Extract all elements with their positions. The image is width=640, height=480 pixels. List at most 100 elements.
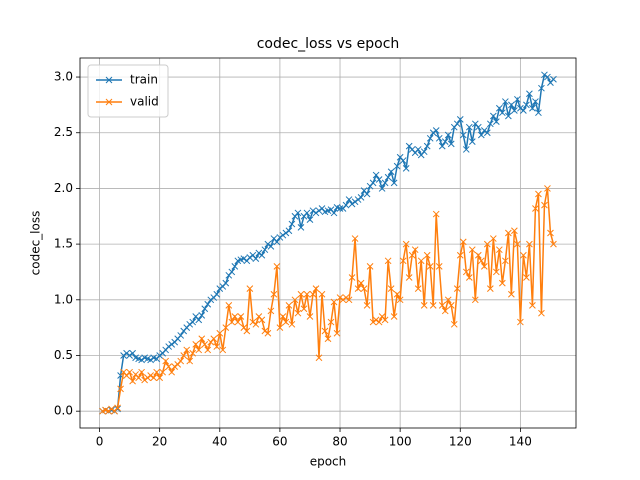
marker xyxy=(303,290,311,298)
marker xyxy=(180,352,188,359)
marker xyxy=(453,120,461,128)
marker xyxy=(246,285,254,293)
marker xyxy=(252,320,260,328)
x-axis-label: epoch xyxy=(310,455,347,469)
marker xyxy=(189,349,197,357)
marker xyxy=(315,207,323,215)
marker xyxy=(129,377,136,385)
marker xyxy=(517,318,524,326)
marker xyxy=(177,332,185,339)
marker xyxy=(390,179,398,187)
marker xyxy=(432,127,440,134)
marker xyxy=(502,98,509,105)
marker xyxy=(520,107,527,114)
marker xyxy=(502,257,509,265)
marker xyxy=(372,316,380,324)
marker xyxy=(108,405,115,413)
y-tick-label: 1.5 xyxy=(54,237,73,251)
marker xyxy=(414,285,422,293)
marker xyxy=(129,349,136,357)
marker xyxy=(255,249,263,257)
marker xyxy=(333,329,341,337)
marker xyxy=(264,329,272,337)
marker xyxy=(402,240,410,248)
marker xyxy=(327,318,335,326)
marker xyxy=(201,305,209,313)
marker xyxy=(195,316,203,324)
marker xyxy=(477,257,485,265)
marker xyxy=(474,123,482,131)
marker xyxy=(514,95,521,103)
marker xyxy=(429,302,437,309)
marker xyxy=(204,346,212,354)
marker xyxy=(495,104,503,112)
marker xyxy=(339,296,347,304)
marker xyxy=(402,165,410,172)
marker xyxy=(252,255,260,262)
marker xyxy=(309,290,317,298)
marker xyxy=(159,368,167,376)
x-tick-label: 0 xyxy=(96,435,104,449)
marker xyxy=(384,257,392,265)
y-tick-label: 0.0 xyxy=(54,404,73,418)
marker xyxy=(354,196,362,203)
marker xyxy=(432,210,440,218)
marker xyxy=(468,246,476,254)
marker xyxy=(126,352,133,359)
marker xyxy=(216,285,224,293)
marker xyxy=(429,129,437,137)
marker xyxy=(535,109,542,117)
marker xyxy=(547,229,554,237)
marker xyxy=(306,216,314,223)
marker xyxy=(511,107,518,114)
marker xyxy=(366,263,374,270)
marker xyxy=(369,179,377,187)
marker xyxy=(201,341,209,348)
marker xyxy=(544,185,551,192)
legend-box xyxy=(87,64,169,118)
marker xyxy=(336,205,344,212)
marker xyxy=(204,300,212,308)
marker xyxy=(195,346,203,354)
marker xyxy=(330,298,338,306)
marker xyxy=(423,142,431,150)
marker xyxy=(249,318,257,326)
marker xyxy=(105,407,112,415)
marker xyxy=(384,173,392,181)
marker xyxy=(396,296,404,304)
marker xyxy=(447,302,455,309)
marker xyxy=(354,285,362,293)
marker xyxy=(279,313,287,320)
marker xyxy=(300,305,308,313)
marker xyxy=(192,341,200,348)
x-tick-label: 20 xyxy=(152,435,167,449)
marker xyxy=(550,240,557,248)
marker xyxy=(456,251,464,259)
marker xyxy=(147,372,154,379)
y-tick-label: 2.5 xyxy=(54,125,73,139)
legend-marker xyxy=(105,76,113,84)
marker xyxy=(351,198,359,206)
marker xyxy=(177,357,185,365)
marker xyxy=(225,302,233,309)
marker xyxy=(444,131,452,139)
marker xyxy=(207,296,215,304)
marker xyxy=(243,327,251,335)
marker xyxy=(273,238,281,246)
marker xyxy=(363,302,371,309)
legend-label: valid xyxy=(130,95,159,109)
marker xyxy=(321,327,329,335)
marker xyxy=(276,324,284,332)
marker xyxy=(426,134,434,142)
marker xyxy=(417,257,425,265)
marker xyxy=(147,356,154,364)
legend-marker xyxy=(105,98,113,106)
marker xyxy=(210,335,218,343)
marker xyxy=(186,357,194,365)
marker xyxy=(529,302,536,309)
marker xyxy=(222,279,230,287)
marker xyxy=(171,363,179,370)
marker xyxy=(514,240,521,248)
x-tick-label: 120 xyxy=(449,435,472,449)
marker xyxy=(306,313,314,320)
